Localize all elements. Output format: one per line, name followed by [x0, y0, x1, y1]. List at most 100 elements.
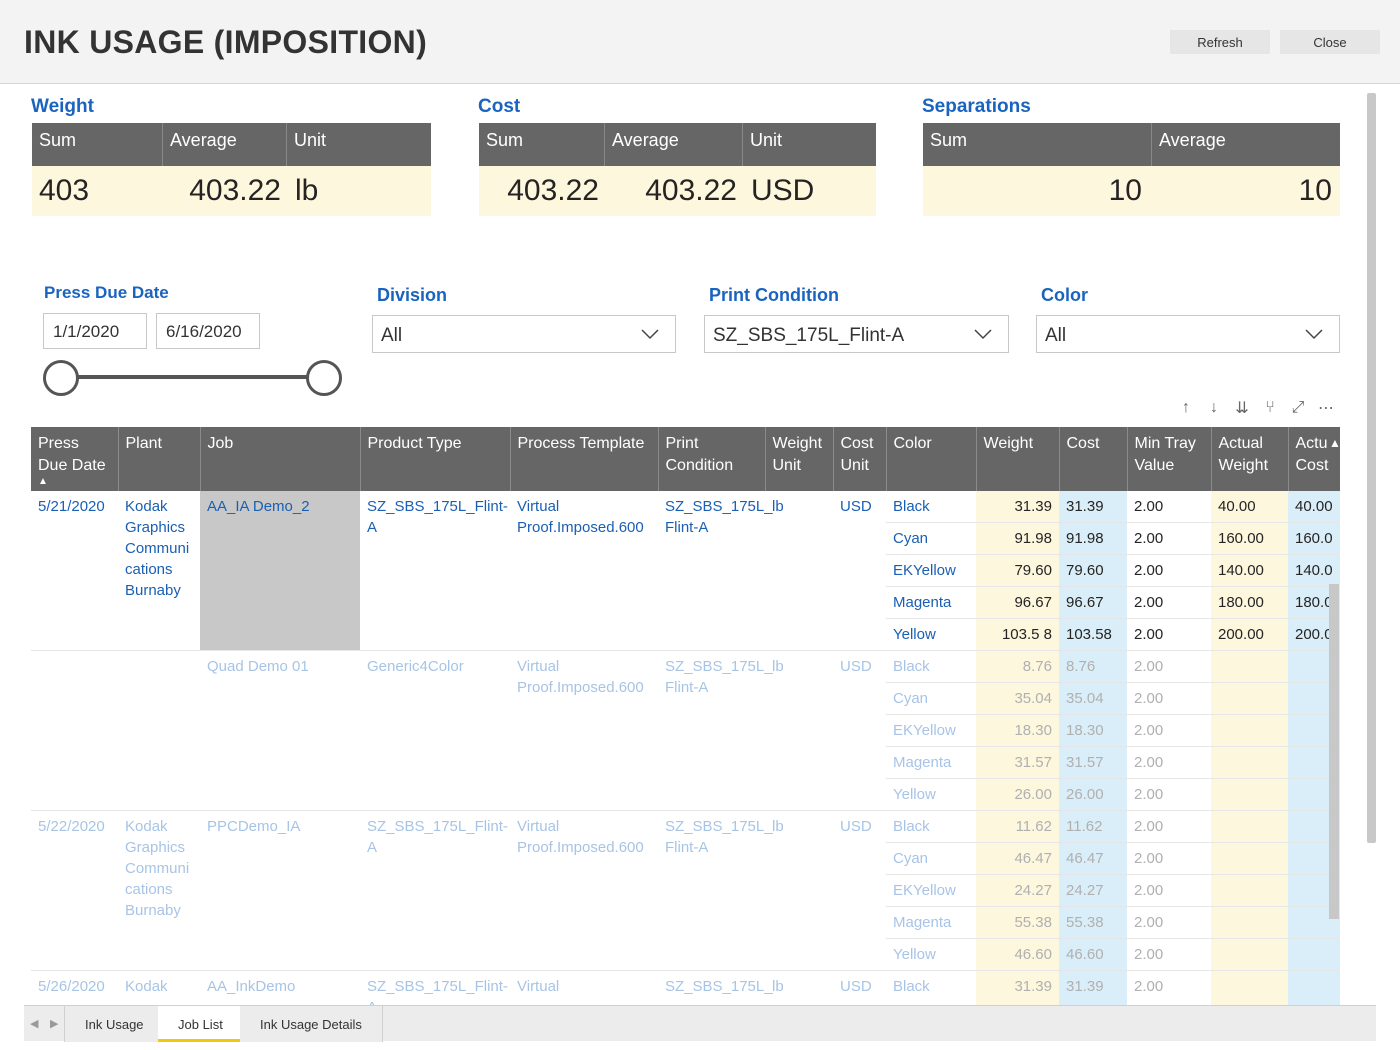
column-header-min-tray-value[interactable]: Min Tray Value — [1127, 427, 1212, 491]
cell-weight[interactable]: 11.62 — [976, 810, 1059, 843]
cell-min-tray-value[interactable]: 2.00 — [1127, 554, 1211, 587]
table-row[interactable]: Yellow 46.60 46.60 2.00 — [31, 938, 1340, 971]
column-header-product-type[interactable]: Product Type — [360, 427, 511, 491]
cell-weight[interactable]: 31.57 — [976, 746, 1059, 779]
cell-print-condition[interactable]: SZ_SBS_175L_ — [658, 970, 773, 1005]
cell-actual-weight[interactable]: 160.00 — [1211, 522, 1288, 555]
cell-weight[interactable]: 91.98 — [976, 522, 1059, 555]
cell-weight-unit[interactable]: lb — [765, 970, 833, 1005]
cell-weight[interactable]: 26.00 — [976, 778, 1059, 811]
column-header-press-due-date[interactable]: Press Due Date ▲ — [31, 427, 119, 491]
cell-actual-weight[interactable] — [1211, 746, 1288, 779]
date-slider-track[interactable] — [60, 375, 325, 379]
cell-actual-weight[interactable] — [1211, 714, 1288, 747]
cell-cost[interactable]: 18.30 — [1059, 714, 1127, 747]
cell-weight[interactable]: 79.60 — [976, 554, 1059, 587]
page-scrollbar[interactable] — [1367, 93, 1376, 843]
cell-weight[interactable]: 31.39 — [976, 970, 1059, 1005]
cell-actual-cost[interactable] — [1288, 938, 1340, 971]
table-row[interactable]: 5/26/2020 Kodak AA_InkDemo SZ_SBS_175L_Flin… — [31, 970, 1340, 1005]
cell-color[interactable]: Black — [886, 650, 976, 683]
cell-weight[interactable]: 18.30 — [976, 714, 1059, 747]
column-header-weight-unit[interactable]: Weight Unit — [765, 427, 834, 491]
column-header-plant[interactable]: Plant — [118, 427, 201, 491]
cell-actual-weight[interactable] — [1211, 650, 1288, 683]
cell-actual-weight[interactable] — [1211, 906, 1288, 939]
cell-print-condition[interactable]: SZ_SBS_175L_ Flint-A — [658, 810, 773, 971]
cell-job[interactable]: Quad Demo 01 — [200, 650, 360, 811]
table-scrollbar[interactable] — [1329, 584, 1339, 919]
cell-color[interactable]: Black — [886, 970, 976, 1005]
cell-cost[interactable]: 11.62 — [1059, 810, 1127, 843]
cell-process-template[interactable]: Virtual — [510, 970, 658, 1005]
cell-process-template[interactable]: Virtual Proof.Imposed.600 — [510, 491, 658, 651]
cell-color[interactable]: Yellow — [886, 618, 976, 651]
table-row[interactable]: Magenta 55.38 55.38 2.00 — [31, 906, 1340, 939]
cell-color[interactable]: Magenta — [886, 906, 976, 939]
cell-job[interactable]: PPCDemo_IA — [200, 810, 360, 971]
cell-actual-weight[interactable]: 180.00 — [1211, 586, 1288, 619]
tab-ink-usage[interactable]: Ink Usage — [64, 1006, 165, 1042]
cell-cost[interactable]: 79.60 — [1059, 554, 1127, 587]
cell-actual-cost[interactable] — [1288, 970, 1340, 1005]
cell-cost[interactable]: 31.57 — [1059, 746, 1127, 779]
print-condition-dropdown[interactable]: SZ_SBS_175L_Flint-A — [704, 315, 1009, 353]
cell-min-tray-value[interactable]: 2.00 — [1127, 906, 1211, 939]
date-slider-start-handle[interactable] — [43, 360, 79, 396]
cell-min-tray-value[interactable]: 2.00 — [1127, 938, 1211, 971]
cell-color[interactable]: Magenta — [886, 746, 976, 779]
cell-min-tray-value[interactable]: 2.00 — [1127, 842, 1211, 875]
cell-actual-weight[interactable]: 40.00 — [1211, 491, 1288, 523]
tab-prev-icon[interactable]: ◀ — [30, 1018, 39, 1030]
cell-weight[interactable]: 55.38 — [976, 906, 1059, 939]
cell-cost[interactable]: 46.60 — [1059, 938, 1127, 971]
cell-weight[interactable]: 31.39 — [976, 491, 1059, 523]
cell-min-tray-value[interactable]: 2.00 — [1127, 491, 1211, 523]
cell-color[interactable]: Cyan — [886, 842, 976, 875]
cell-actual-weight[interactable] — [1211, 682, 1288, 715]
table-row[interactable]: Yellow 103.5 8 103.58 2.00 200.00 200.0 — [31, 618, 1340, 651]
cell-color[interactable]: EKYellow — [886, 554, 976, 587]
column-header-cost[interactable]: Cost — [1059, 427, 1128, 491]
cell-process-template[interactable]: Virtual Proof.Imposed.600 — [510, 650, 658, 811]
cell-cost[interactable]: 103.58 — [1059, 618, 1127, 651]
table-row[interactable]: 5/22/2020 Kodak Graphics Communi cations … — [31, 810, 1340, 971]
column-header-job[interactable]: Job — [200, 427, 361, 491]
cell-cost[interactable]: 35.04 — [1059, 682, 1127, 715]
cell-cost[interactable]: 96.67 — [1059, 586, 1127, 619]
column-header-actual-weight[interactable]: Actual Weight — [1211, 427, 1289, 491]
column-header-weight[interactable]: Weight — [976, 427, 1060, 491]
cell-weight[interactable]: 8.76 — [976, 650, 1059, 683]
column-header-color[interactable]: Color — [886, 427, 977, 491]
table-scroll-up-icon[interactable]: ▲ — [1329, 436, 1341, 450]
cell-weight-unit[interactable]: lb — [765, 491, 833, 651]
cell-color[interactable]: Magenta — [886, 586, 976, 619]
cell-plant[interactable]: Kodak Graphics Communi cations Burnaby — [118, 491, 200, 651]
cell-min-tray-value[interactable]: 2.00 — [1127, 714, 1211, 747]
cell-min-tray-value[interactable]: 2.00 — [1127, 682, 1211, 715]
column-header-print-condition[interactable]: Print Condition — [658, 427, 766, 491]
cell-print-condition[interactable]: SZ_SBS_175L_ Flint-A — [658, 491, 773, 651]
cell-actual-cost[interactable]: 40.00 — [1288, 491, 1340, 523]
tab-next-icon[interactable]: ▶ — [50, 1018, 59, 1030]
cell-cost-unit[interactable]: USD — [833, 491, 886, 651]
cell-job[interactable]: AA_InkDemo — [200, 970, 360, 1005]
cell-cost-unit[interactable]: USD — [833, 650, 886, 811]
refresh-button[interactable]: Refresh — [1170, 30, 1270, 54]
cell-actual-weight[interactable] — [1211, 938, 1288, 971]
start-date-input[interactable]: 1/1/2020 — [43, 313, 147, 349]
cell-product-type[interactable]: SZ_SBS_175L_Flint-A — [360, 491, 510, 651]
cell-actual-weight[interactable]: 200.00 — [1211, 618, 1288, 651]
tab-job-list[interactable]: Job List — [158, 1006, 244, 1042]
focus-mode-icon[interactable]: ⤢ — [1291, 399, 1305, 416]
cell-product-type[interactable]: Generic4Color — [360, 650, 510, 811]
cell-color[interactable]: Cyan — [886, 682, 976, 715]
division-dropdown[interactable]: All — [372, 315, 676, 353]
column-header-cost-unit[interactable]: Cost Unit — [833, 427, 887, 491]
cell-color[interactable]: Yellow — [886, 938, 976, 971]
cell-cost-unit[interactable]: USD — [833, 970, 886, 1005]
table-row[interactable]: EKYellow 24.27 24.27 2.00 — [31, 874, 1340, 907]
cell-actual-weight[interactable] — [1211, 810, 1288, 843]
sort-up-icon[interactable]: ↑ — [1182, 399, 1190, 416]
cell-product-type[interactable]: SZ_SBS_175L_Flint-A — [360, 970, 510, 1005]
